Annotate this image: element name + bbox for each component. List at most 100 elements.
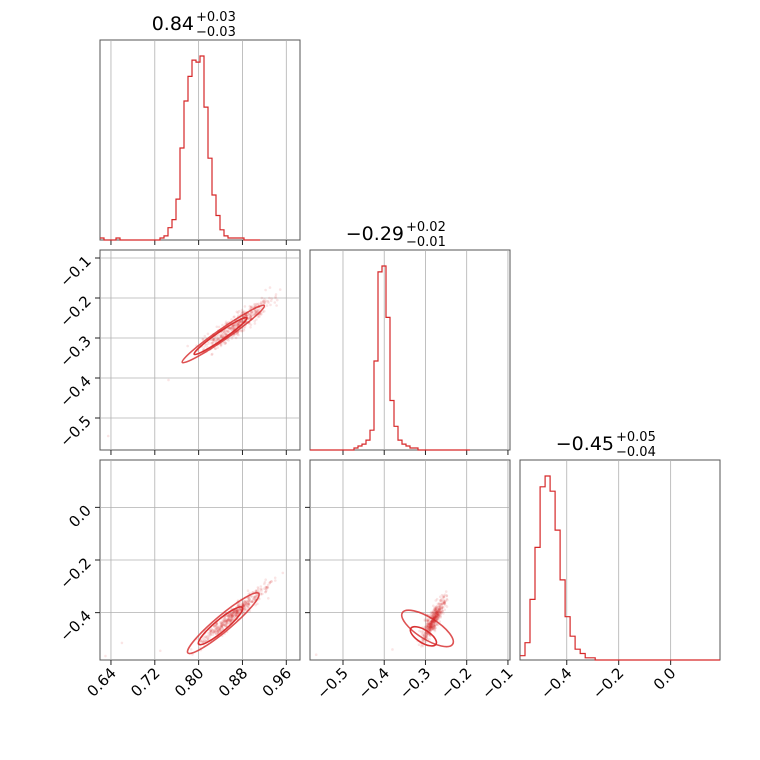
sample-point	[425, 625, 429, 629]
sample-point	[256, 602, 259, 606]
sample-point	[253, 598, 257, 601]
sample-point	[249, 315, 252, 319]
p2-0-xticklabel-0: 0.64	[83, 664, 119, 700]
sample-point	[258, 307, 262, 311]
sample-point	[438, 602, 442, 606]
sample-point	[433, 621, 437, 625]
sample-point	[218, 333, 221, 336]
sample-point	[432, 620, 436, 624]
sample-point	[434, 599, 438, 602]
sample-point	[432, 610, 435, 614]
sample-point	[231, 324, 234, 327]
sample-point	[237, 608, 241, 611]
sample-point	[257, 309, 260, 312]
sample-point	[434, 615, 437, 619]
sample-point	[229, 328, 233, 332]
sample-point	[430, 620, 433, 623]
outlier-point-0	[167, 378, 170, 382]
sample-point	[267, 597, 270, 600]
sample-point	[241, 311, 244, 315]
hist-steps-2-2	[520, 475, 720, 661]
sample-point	[252, 303, 256, 306]
sample-point	[224, 341, 227, 345]
sample-point	[435, 612, 439, 615]
sample-point	[430, 612, 434, 615]
sample-point	[432, 615, 435, 618]
sample-point	[240, 312, 243, 315]
sample-point	[233, 609, 236, 613]
sample-point	[230, 617, 233, 620]
sample-point	[435, 611, 438, 614]
sample-point	[281, 571, 285, 575]
sample-point	[270, 580, 273, 583]
sample-point	[228, 616, 231, 620]
sample-point	[228, 613, 231, 617]
title-plus-2-2: +0.05	[616, 430, 656, 445]
contour-level-2	[400, 609, 455, 648]
sample-point	[438, 605, 442, 608]
sample-point	[263, 298, 266, 301]
sample-point	[250, 305, 254, 308]
sample-point	[235, 324, 238, 328]
sample-point	[438, 609, 441, 612]
sample-point	[215, 629, 219, 632]
sample-point	[223, 342, 226, 346]
sample-point	[208, 636, 211, 639]
sample-point	[242, 329, 246, 332]
sample-point	[203, 345, 206, 348]
sample-point	[227, 339, 230, 342]
sample-point	[247, 602, 250, 606]
sample-point	[219, 334, 223, 338]
sample-point	[223, 331, 227, 334]
sample-point	[435, 610, 439, 613]
sample-point	[266, 299, 270, 303]
sample-point	[432, 622, 435, 625]
sample-point	[234, 614, 238, 618]
sample-point	[435, 617, 439, 621]
sample-point	[429, 623, 433, 627]
sample-point	[236, 609, 240, 612]
sample-point	[440, 599, 443, 602]
sample-point	[241, 603, 244, 607]
sample-point	[428, 628, 431, 631]
sample-point	[254, 589, 258, 592]
sample-point	[262, 300, 265, 303]
sample-point	[434, 612, 437, 615]
sample-point	[431, 615, 435, 618]
sample-point	[430, 621, 434, 624]
hist-panel-1-1: −0.29 +0.02−0.01	[309, 220, 511, 455]
sample-point	[209, 631, 213, 634]
contour-level-1	[193, 316, 248, 356]
sample-point	[260, 296, 264, 300]
sample-point	[440, 599, 444, 603]
sample-point	[421, 629, 425, 633]
sample-point	[243, 305, 247, 308]
sample-point	[436, 610, 439, 614]
sample-point	[255, 593, 258, 597]
sample-point	[221, 330, 225, 334]
sample-point	[444, 604, 447, 607]
sample-point	[222, 623, 226, 626]
sample-point	[226, 618, 230, 621]
sample-point	[228, 327, 231, 331]
sample-point	[438, 607, 441, 610]
sample-point	[426, 625, 429, 629]
sample-point	[245, 314, 248, 318]
sample-point	[244, 602, 248, 605]
p2-0-yticklabel-0: 0.0	[65, 501, 95, 531]
sample-point	[200, 640, 203, 644]
sample-point	[428, 627, 432, 630]
sample-point	[429, 626, 433, 629]
sample-point	[261, 310, 265, 314]
sample-point	[263, 300, 267, 304]
sample-point	[264, 590, 267, 594]
sample-point	[424, 631, 428, 635]
sample-point	[264, 585, 268, 589]
sample-point	[427, 620, 430, 623]
sample-point	[243, 599, 247, 603]
sample-point	[433, 612, 437, 616]
sample-point	[210, 628, 214, 631]
sample-point	[257, 590, 261, 593]
sample-point	[234, 611, 238, 614]
sample-point	[432, 624, 435, 628]
